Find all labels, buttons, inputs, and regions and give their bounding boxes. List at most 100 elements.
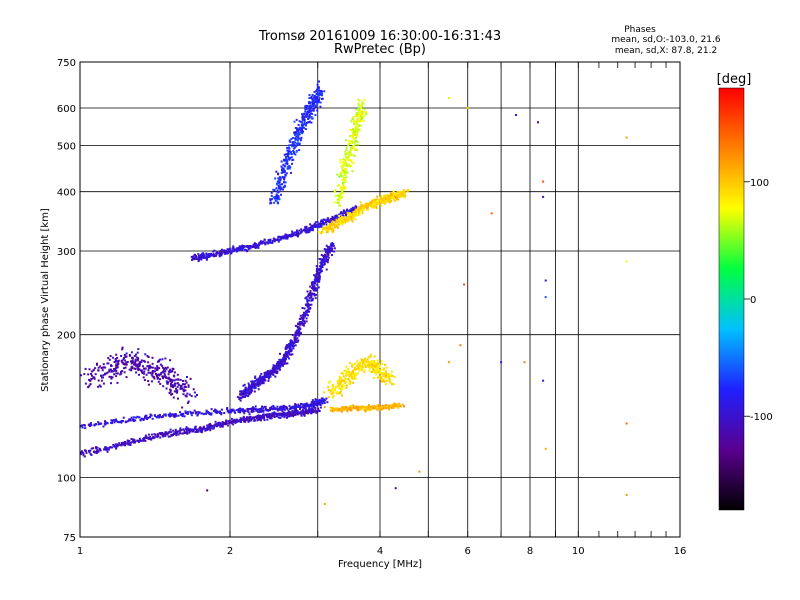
data-point [372,367,375,370]
data-point [345,164,348,167]
data-point [205,427,208,430]
data-point [182,428,185,431]
data-point [117,359,120,362]
data-point [196,394,198,396]
data-point [131,367,133,369]
data-point [490,212,493,215]
data-point [357,366,360,369]
data-point [306,112,308,115]
data-point [350,407,353,410]
data-point [297,136,299,139]
data-point [350,212,353,215]
data-point [302,316,305,319]
data-point [344,382,347,385]
data-point [334,407,337,410]
data-point [152,436,154,439]
data-point [338,375,341,378]
data-point [358,99,361,102]
data-point [254,386,257,389]
data-point [404,194,407,197]
data-point [337,223,340,226]
data-point [340,171,343,174]
data-point [314,288,316,291]
data-point [287,151,290,154]
data-point [95,451,98,454]
data-point [103,448,106,451]
data-point [294,137,297,140]
data-point [312,100,315,103]
data-point [366,204,369,207]
data-point [334,226,336,229]
data-point [308,117,311,120]
data-point [168,413,171,416]
data-point [327,385,330,388]
data-point [184,432,187,435]
data-point [343,185,346,188]
data-point [398,195,401,198]
data-point [313,107,316,110]
data-point [326,245,329,248]
data-point [348,141,351,144]
data-point [297,235,299,238]
data-point [273,238,276,241]
data-point [392,191,395,194]
data-point [237,249,240,252]
data-point [269,375,272,378]
data-point [348,362,351,364]
data-point [133,440,136,443]
data-point [378,365,381,368]
data-point [254,244,257,247]
data-point [339,387,341,390]
data-point [354,214,357,217]
data-point [331,243,334,246]
data-point [250,419,253,422]
data-point [297,139,299,142]
data-point [284,362,287,365]
data-point [307,410,310,413]
data-point [318,99,320,102]
data-point [354,205,357,208]
data-point [134,358,137,361]
data-point [318,258,321,260]
data-point [360,115,363,118]
data-point [357,408,360,411]
data-point [381,378,384,381]
data-point [89,422,92,424]
data-point [279,188,282,191]
data-point [376,199,379,202]
data-point [277,238,280,241]
data-point [279,238,282,241]
data-point [347,218,350,221]
data-point [377,370,380,373]
data-point [394,403,397,406]
data-point [325,397,328,400]
data-point [288,415,291,418]
data-point [175,378,178,381]
data-point [280,361,283,363]
data-point [542,180,545,183]
data-point [335,225,338,228]
data-point [128,418,131,421]
data-point [332,222,335,225]
data-point [289,152,292,155]
data-point [270,194,273,197]
data-point [381,199,384,202]
data-point [383,373,386,376]
data-point [162,370,165,373]
data-point [354,377,357,380]
data-point [285,153,288,156]
data-point [397,406,400,409]
data-point [331,254,333,256]
data-point [391,406,393,409]
data-point [307,305,310,308]
data-point [337,222,340,225]
data-point [353,210,356,213]
data-point [383,198,386,201]
data-point [370,359,373,362]
data-point [319,92,321,95]
data-point [138,363,141,366]
data-point [209,429,212,432]
data-point [393,402,396,405]
data-point [303,307,306,310]
